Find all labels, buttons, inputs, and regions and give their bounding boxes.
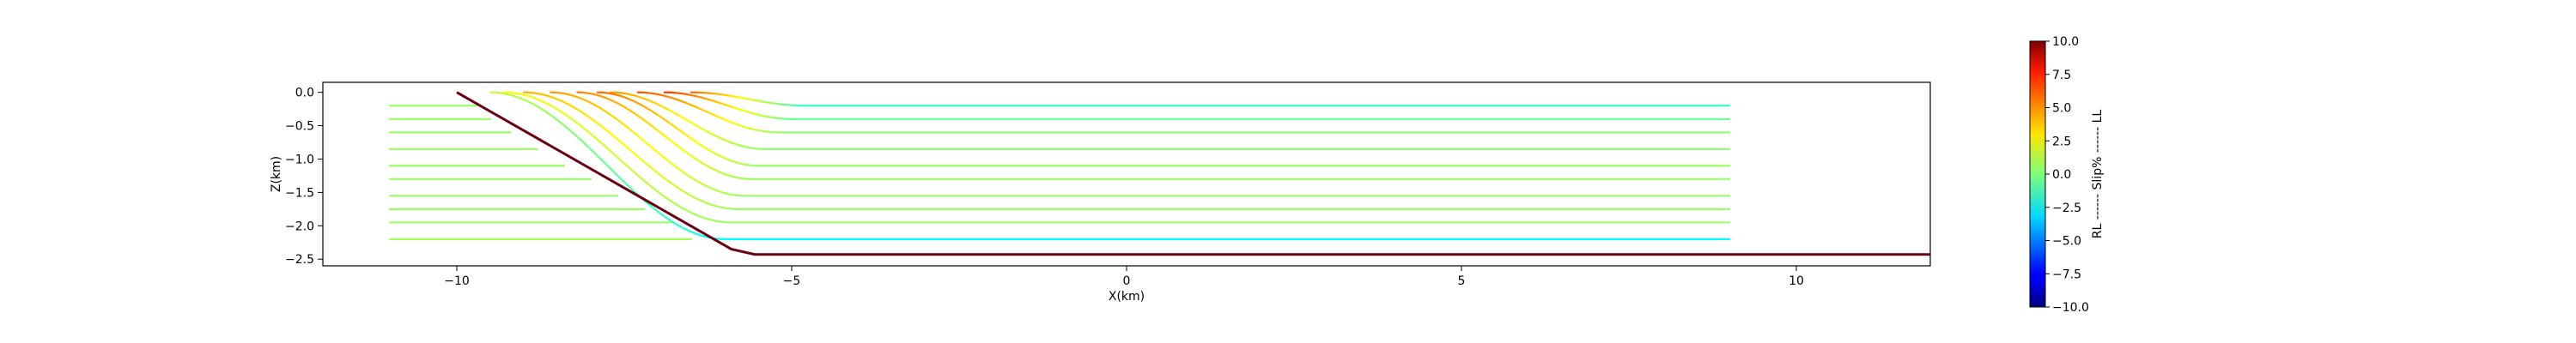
curved-line: [690, 91, 1731, 107]
left-lines: [388, 105, 693, 240]
x-axis-label: X(km): [1109, 290, 1145, 304]
y-axis-label: Z(km): [270, 156, 283, 192]
y-tick-label: −2.0: [285, 220, 314, 233]
colorbar-tick-label: −5.0: [2052, 235, 2081, 249]
x-axis-ticks: −10 −5 0 5 10: [444, 266, 1804, 288]
curved-line: [576, 91, 1731, 180]
y-tick-label: 0.0: [295, 87, 314, 100]
x-tick-label: 0: [1123, 274, 1131, 288]
colorbar-ticks: 10.0 7.5 5.0 2.5 0.0 −2.5 −5.0 −7.5 −10.0: [2045, 35, 2089, 315]
fault-trace: [456, 91, 1930, 256]
colorbar-tick-label: −7.5: [2052, 268, 2081, 281]
colorbar-tick-label: 0.0: [2052, 168, 2071, 182]
curved-line: [610, 91, 1731, 150]
curved-line: [663, 91, 1731, 120]
y-axis-ticks: 0.0 −0.5 −1.0 −1.5 −2.0 −2.5: [285, 87, 323, 267]
curved-line: [636, 91, 1731, 134]
colorbar: 10.0 7.5 5.0 2.5 0.0 −2.5 −5.0 −7.5 −10.0 RL ---…: [2029, 35, 2105, 315]
colorbar-tick-label: 2.5: [2052, 135, 2071, 148]
x-tick-label: 10: [1789, 274, 1804, 288]
colorbar-label: RL ------ Slip% ------ LL: [2091, 110, 2105, 239]
curved-line: [596, 91, 1731, 167]
fault-trace-line: [456, 91, 1930, 256]
x-tick-label: −5: [783, 274, 801, 288]
y-tick-label: −1.0: [285, 153, 314, 166]
curved-line: [550, 91, 1731, 197]
y-tick-label: −0.5: [285, 120, 314, 134]
plot-area: [322, 81, 1931, 267]
colorbar-tick-label: −10.0: [2052, 301, 2089, 315]
colorbar-tick-label: 7.5: [2052, 69, 2071, 82]
colorbar-tick-label: 5.0: [2052, 102, 2071, 116]
curved-line: [522, 91, 1731, 210]
colorbar-gradient: [2029, 40, 2046, 308]
curved-lines: [489, 91, 1731, 240]
x-tick-label: −10: [444, 274, 470, 288]
curved-line: [502, 91, 1731, 224]
colorbar-tick-label: 10.0: [2052, 35, 2079, 49]
y-tick-label: −1.5: [285, 186, 314, 200]
y-tick-label: −2.5: [285, 253, 314, 267]
colorbar-tick-label: −2.5: [2052, 202, 2081, 215]
x-tick-label: 5: [1458, 274, 1466, 288]
